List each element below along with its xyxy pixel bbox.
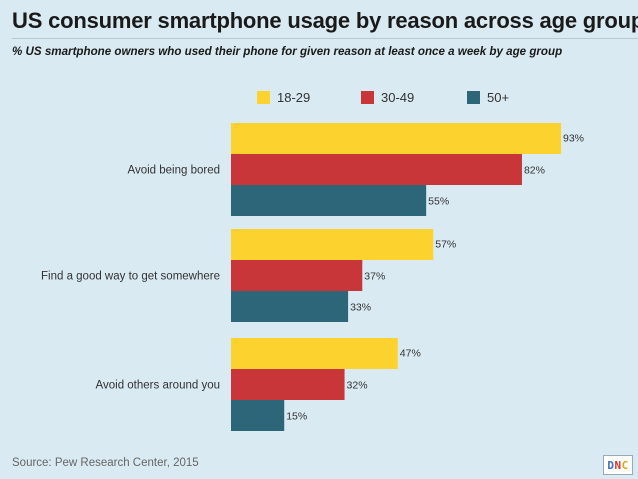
logo-letter-n: N [614, 458, 622, 472]
legend-label-30-49: 30-49 [381, 90, 415, 105]
bar-find-way-30-49 [231, 260, 363, 291]
data-label-find-way-30-49: 37% [364, 271, 385, 283]
category-label-avoid-bored: Avoid being bored [128, 165, 221, 177]
chart-title: US consumer smartphone usage by reason a… [12, 8, 638, 33]
legend-label-18-29: 18-29 [277, 90, 311, 105]
title-divider [12, 38, 638, 39]
bar-avoid-others-50-plus [231, 400, 285, 431]
source-note: Source: Pew Research Center, 2015 [12, 457, 199, 469]
category-label-find-way: Find a good way to get somewhere [41, 271, 220, 283]
data-label-find-way-50-plus: 33% [350, 302, 371, 314]
data-label-avoid-others-50-plus: 15% [286, 411, 307, 423]
legend-item-30-49: 30-49 [361, 90, 414, 105]
bar-find-way-18-29 [231, 229, 434, 260]
data-label-find-way-18-29: 57% [435, 239, 456, 251]
logo-letter-d: D [607, 458, 615, 472]
legend-swatch-30-49 [361, 91, 374, 104]
bar-avoid-others-18-29 [231, 338, 398, 369]
logo-letter-c: C [621, 458, 629, 472]
bar-avoid-others-30-49 [231, 369, 345, 400]
bar-find-way-50-plus [231, 291, 349, 322]
category-label-avoid-others: Avoid others around you [96, 380, 220, 392]
bar-avoid-bored-18-29 [231, 123, 561, 154]
legend-item-18-29: 18-29 [257, 90, 310, 105]
legend-item-50-plus: 50+ [467, 90, 509, 105]
chart-subtitle: % US smartphone owners who used their ph… [12, 45, 563, 58]
legend-label-50-plus: 50+ [487, 90, 510, 105]
legend-swatch-18-29 [257, 91, 270, 104]
data-label-avoid-bored-18-29: 93% [563, 133, 584, 145]
data-label-avoid-bored-50-plus: 55% [428, 196, 449, 208]
bar-avoid-bored-50-plus [231, 185, 427, 216]
data-label-avoid-others-30-49: 32% [347, 380, 368, 392]
legend-swatch-50-plus [467, 91, 480, 104]
data-label-avoid-bored-30-49: 82% [524, 165, 545, 177]
data-label-avoid-others-18-29: 47% [400, 348, 421, 360]
bar-avoid-bored-30-49 [231, 154, 522, 185]
chart-legend: 18-29 30-49 50+ [0, 90, 638, 106]
